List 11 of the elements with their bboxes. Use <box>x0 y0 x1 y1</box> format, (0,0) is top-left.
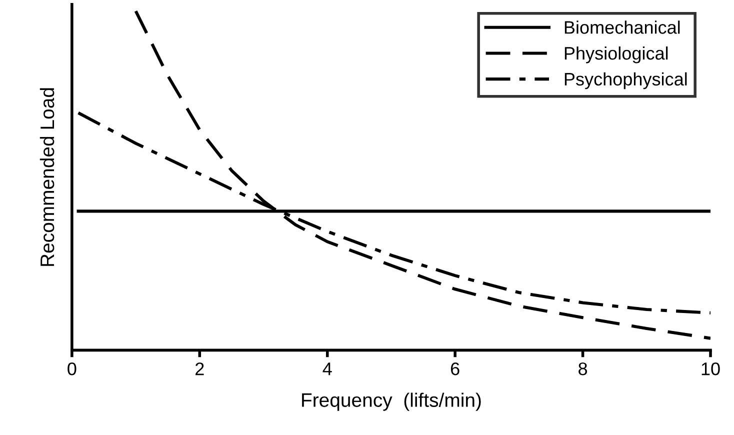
x-tick-label: 6 <box>450 362 460 376</box>
x-tick-label: 4 <box>322 362 332 376</box>
legend-label: Psychophysical <box>564 72 687 90</box>
y-axis-title: Recommended Load <box>40 88 54 266</box>
x-axis-title: Frequency (lifts/min) <box>302 392 481 411</box>
x-tick-label: 2 <box>196 362 204 376</box>
x-tick-label: 10 <box>702 362 720 376</box>
x-tick-label: 8 <box>578 362 588 376</box>
x-tick-label: 0 <box>68 362 76 376</box>
legend-label: Biomechanical <box>564 20 680 34</box>
legend-label: Physiological <box>564 46 668 64</box>
